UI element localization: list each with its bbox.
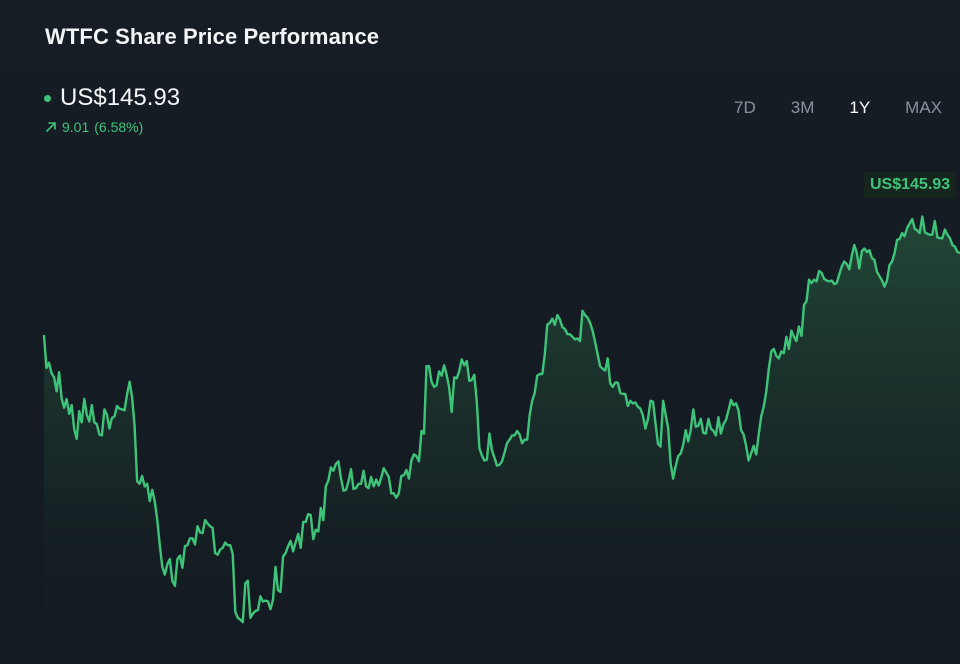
price-area-fill — [44, 216, 960, 664]
current-price: US$145.93 — [60, 84, 181, 111]
current-price-row: US$145.93 — [44, 84, 180, 112]
status-dot-icon — [44, 94, 51, 102]
time-range-selector: 7D 3M 1Y MAX — [699, 98, 942, 118]
last-price-label: US$145.93 — [864, 172, 957, 198]
price-change-value: 9.01 — [62, 119, 90, 135]
range-1y-button[interactable]: 1Y — [849, 98, 871, 117]
arrow-up-right-icon — [46, 122, 56, 132]
range-max-button[interactable]: MAX — [905, 98, 942, 117]
price-line — [42, 215, 960, 624]
range-3m-button[interactable]: 3M — [790, 98, 815, 117]
price-change: 9.01 (6.58%) — [45, 119, 143, 135]
page-title: WTFC Share Price Performance — [45, 24, 380, 49]
price-change-percent: (6.58%) — [94, 119, 144, 135]
range-7d-button[interactable]: 7D — [734, 98, 756, 117]
